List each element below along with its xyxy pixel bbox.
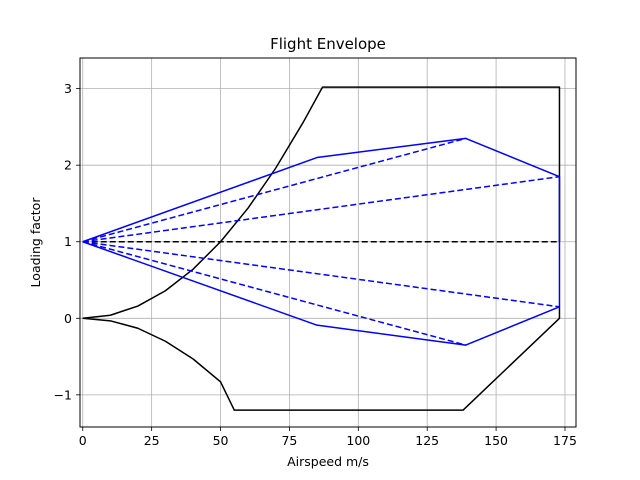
y-tick-label: 0	[64, 311, 72, 326]
series-layer	[82, 86, 561, 411]
x-tick-label: 150	[484, 433, 508, 448]
series-0-line	[82, 86, 561, 320]
series-3-line	[82, 137, 561, 346]
x-tick-label: 50	[213, 433, 229, 448]
plot-frame	[79, 57, 577, 428]
x-tick-label: 25	[144, 433, 160, 448]
y-tick-label: 1	[64, 234, 72, 249]
x-tick-label: 75	[281, 433, 297, 448]
x-tick-label: 0	[79, 433, 87, 448]
y-tick-label: 2	[64, 158, 72, 173]
series-4-segment	[82, 241, 466, 346]
y-tick-label: 3	[64, 81, 72, 96]
y-axis-label: Loading factor	[28, 197, 43, 288]
series-4-segment	[82, 175, 560, 243]
series-1-line	[82, 306, 561, 411]
x-tick-label: 125	[415, 433, 439, 448]
chart-title: Flight Envelope	[270, 35, 386, 53]
grid-layer	[80, 58, 576, 427]
tick-layer: 0 25 50 75 100 125 150 175 −1 0 1 2 3	[54, 81, 577, 448]
x-tick-label: 175	[553, 433, 577, 448]
y-tick-label: −1	[54, 387, 72, 402]
x-tick-label: 100	[346, 433, 370, 448]
x-axis-label: Airspeed m/s	[287, 454, 369, 469]
series-4-segment	[82, 240, 560, 308]
series-4-segment	[82, 137, 466, 243]
